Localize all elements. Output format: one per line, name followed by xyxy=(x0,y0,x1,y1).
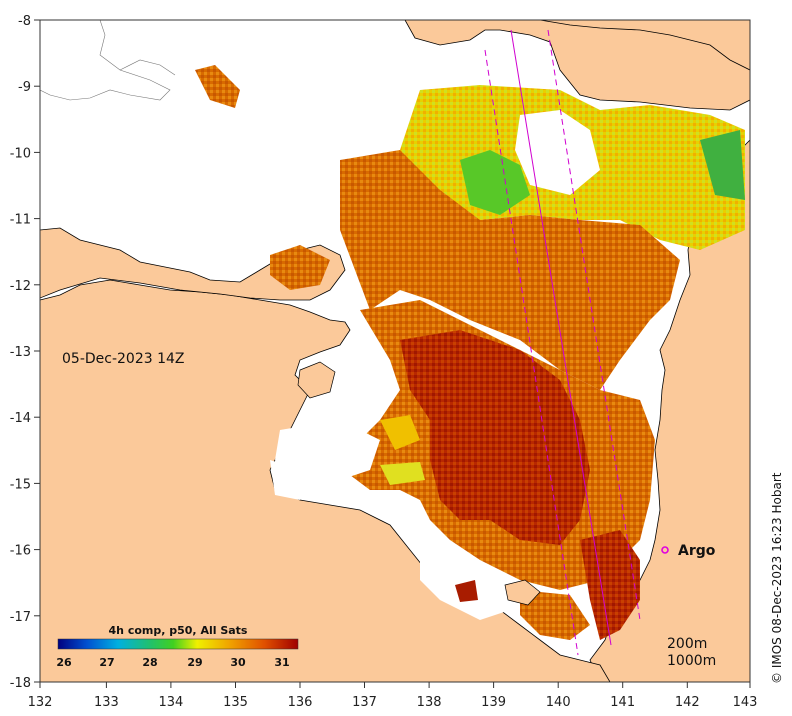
colorbar-ramp xyxy=(57,638,299,650)
lat-tick-label: -10 xyxy=(10,146,31,161)
land-mornington-islands xyxy=(504,579,541,606)
lat-tick-label: -17 xyxy=(10,610,31,625)
axis-ticks xyxy=(34,19,751,688)
lon-tick-label: 134 xyxy=(158,695,183,710)
colorbar-tick: 31 xyxy=(274,656,289,669)
plot-area xyxy=(40,20,750,682)
argo-label: Argo xyxy=(678,543,716,559)
colorbar-title: 4h comp, p50, All Sats xyxy=(109,624,248,637)
colorbar-tick: 27 xyxy=(99,656,114,669)
lon-tick-label: 133 xyxy=(94,695,119,710)
colorbar-tick: 29 xyxy=(187,656,202,669)
colorbar: 4h comp, p50, All Sats 26 27 28 29 30 31 xyxy=(56,624,299,669)
timestamp-label: 05-Dec-2023 14Z xyxy=(62,351,185,367)
lat-tick-label: -16 xyxy=(10,544,31,559)
credit-label: © IMOS 08-Dec-2023 16:23 Hobart xyxy=(770,472,784,684)
sst-field xyxy=(195,65,745,640)
lon-tick-label: 132 xyxy=(28,695,53,710)
lat-tick-label: -11 xyxy=(10,213,31,228)
lon-tick-label: 143 xyxy=(733,695,758,710)
land-png xyxy=(539,20,750,71)
satellite-track xyxy=(484,29,641,656)
coastline-faint xyxy=(40,20,171,101)
colorbar-tick: 26 xyxy=(56,656,72,669)
lat-tick-label: -14 xyxy=(10,411,31,426)
lat-tick-label: -8 xyxy=(18,14,31,29)
lat-tick-label: -9 xyxy=(18,80,31,95)
contour-1000m-label: 1000m xyxy=(667,653,716,669)
lon-tick-label: 135 xyxy=(223,695,248,710)
lat-tick-labels: -8 -9 -10 -11 -12 -13 -14 -15 -16 -17 -1… xyxy=(10,14,31,691)
lat-tick-label: -12 xyxy=(10,279,31,294)
lon-tick-label: 137 xyxy=(352,695,377,710)
lon-tick-label: 136 xyxy=(288,695,313,710)
lon-tick-label: 140 xyxy=(546,695,571,710)
lon-tick-label: 141 xyxy=(610,695,635,710)
land-arnhem-coast xyxy=(40,227,346,301)
lon-tick-labels: 132 133 134 135 136 137 138 139 140 141 … xyxy=(28,695,758,710)
lat-tick-label: -13 xyxy=(10,345,31,360)
lat-tick-label: -18 xyxy=(10,676,31,691)
lat-tick-label: -15 xyxy=(10,477,31,492)
land-groote-islands xyxy=(297,361,336,399)
colorbar-tick: 28 xyxy=(142,656,157,669)
argo-marker[interactable] xyxy=(661,546,669,554)
lon-tick-label: 142 xyxy=(675,695,700,710)
lon-tick-label: 138 xyxy=(417,695,442,710)
colorbar-tick: 30 xyxy=(230,656,246,669)
coastline-faint-2 xyxy=(119,59,176,76)
lon-tick-label: 139 xyxy=(481,695,506,710)
contour-200m-label: 200m xyxy=(667,636,707,652)
